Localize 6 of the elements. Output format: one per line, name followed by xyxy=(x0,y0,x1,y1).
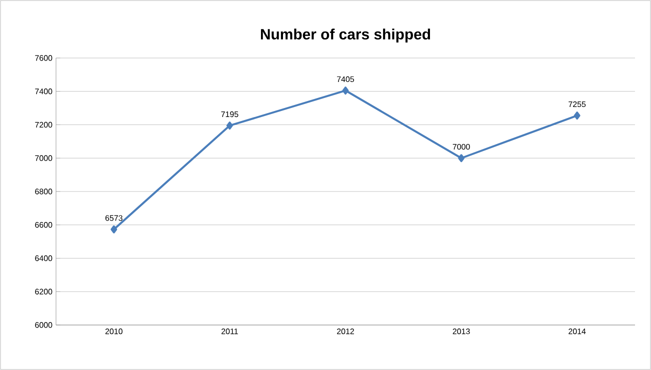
point xyxy=(574,112,580,120)
point xyxy=(342,86,349,95)
point xyxy=(458,154,465,162)
point xyxy=(226,122,233,130)
point xyxy=(110,225,118,234)
chart-title: Number of cars shipped xyxy=(260,28,430,42)
